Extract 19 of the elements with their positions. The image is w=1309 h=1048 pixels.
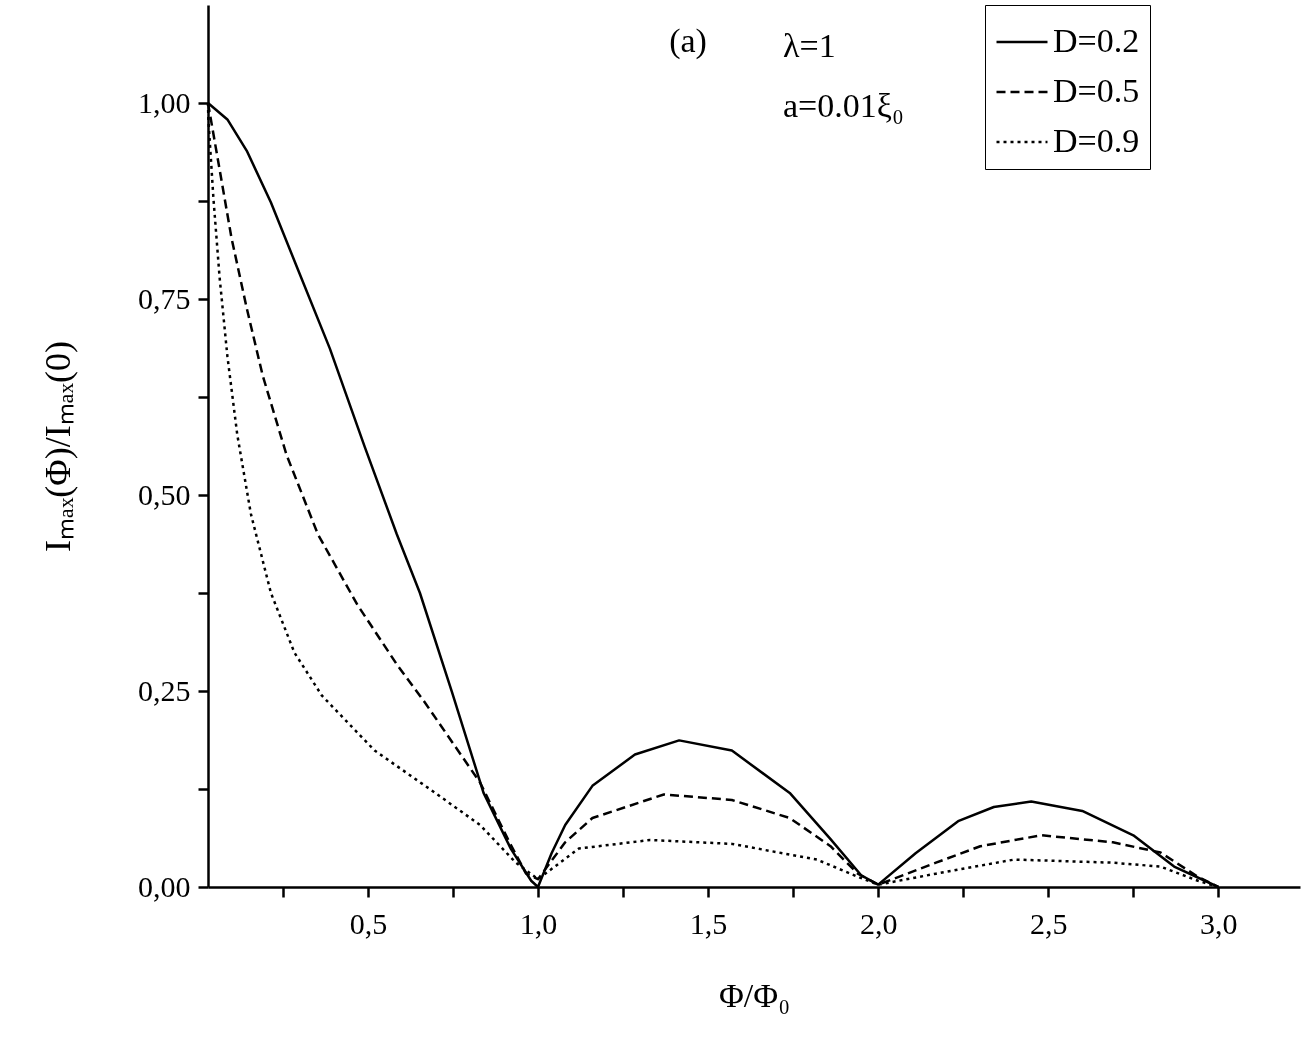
legend-label: D=0.5 [1053,72,1140,109]
y-tick-label: 0,50 [138,477,191,511]
annotation: λ=1 [783,27,836,64]
y-tick-label: 0,00 [138,869,191,903]
y-axis-title: Iₘₐₓ(Φ)/Iₘₐₓ(0) [38,341,78,552]
x-tick-label: 1,0 [519,906,558,940]
annotation: a=0.01ξ₀ [783,87,904,124]
x-tick-label: 3,0 [1200,906,1238,940]
annotation: (a) [669,22,707,60]
y-tick-label: 0,75 [138,281,191,315]
x-tick-label: 0,5 [349,906,388,940]
x-axis-title: Φ/Φ₀ [718,976,791,1014]
y-tick-label: 0,25 [138,673,191,707]
y-tick-label: 1,00 [138,85,191,119]
legend-label: D=0.9 [1053,122,1140,159]
legend-label: D=0.2 [1053,22,1140,59]
x-tick-label: 2,0 [859,906,898,940]
x-tick-label: 2,5 [1030,906,1068,940]
x-tick-label: 1,5 [689,906,728,940]
